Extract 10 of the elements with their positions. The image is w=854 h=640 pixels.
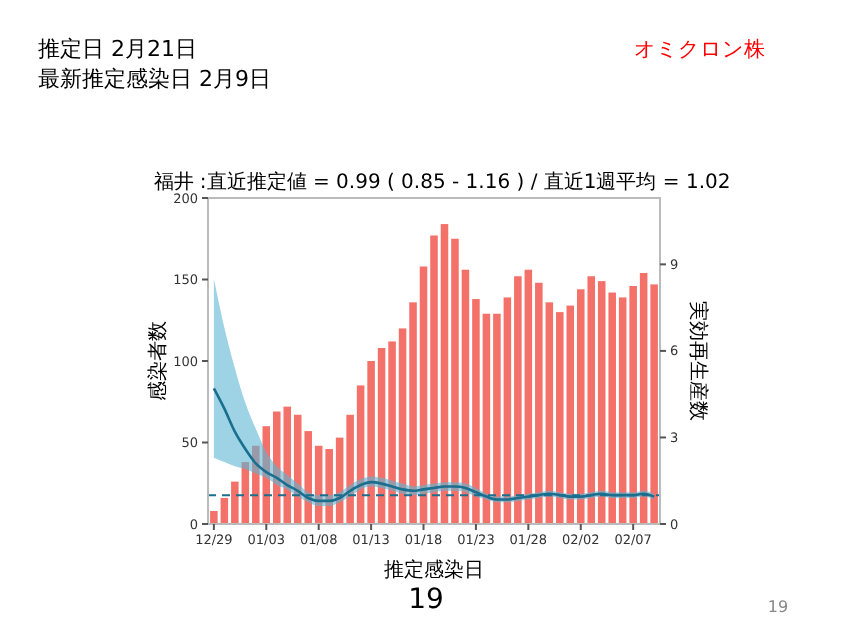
line-series bbox=[212, 387, 656, 503]
chart-title: 推定日 2月21日 bbox=[38, 36, 197, 62]
text: 19 bbox=[408, 584, 444, 616]
text: 19 bbox=[767, 598, 789, 616]
text: オミクロン株 bbox=[634, 36, 766, 62]
x-axis-title: 推定感染日 bbox=[384, 558, 484, 582]
chart-subtitle: 最新推定感染日 2月9日 bbox=[38, 66, 271, 92]
text: 福井 :直近推定値 = 0.99 ( 0.85 - 1.16 ) / 直近1週平均 = 1.02 bbox=[153, 170, 731, 194]
y2-axis-title: 実効再生産数 bbox=[686, 301, 710, 421]
y-axis-title: 感染者数 bbox=[146, 321, 170, 401]
